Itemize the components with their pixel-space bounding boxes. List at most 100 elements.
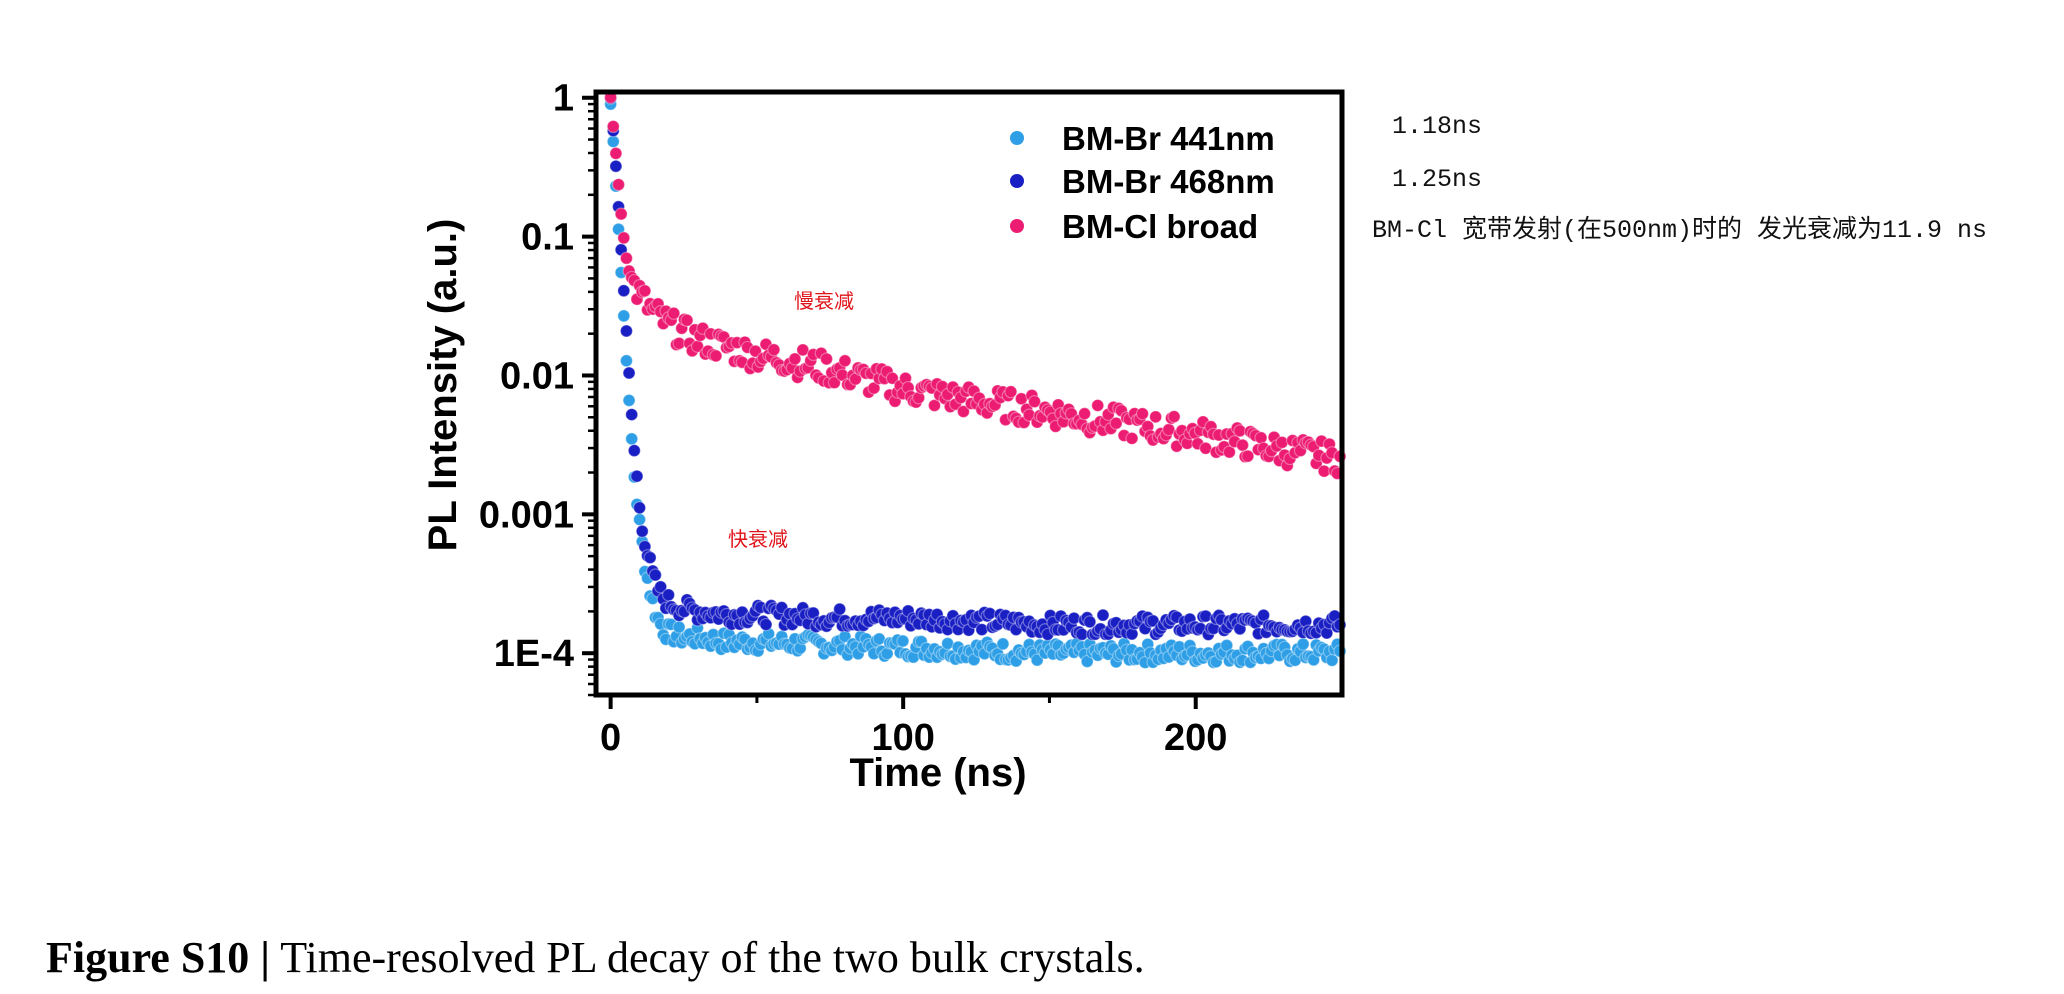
y-axis-title: PL Intensity (a.u.)	[421, 219, 465, 552]
data-point	[630, 469, 644, 483]
data-point	[1091, 398, 1105, 413]
data-point	[625, 407, 639, 422]
data-point	[996, 637, 1010, 651]
data-point	[819, 352, 834, 366]
data-point	[627, 443, 641, 458]
series-3-points	[604, 90, 1347, 481]
data-point	[788, 352, 802, 366]
data-point	[619, 324, 634, 338]
data-point	[927, 398, 942, 413]
series-1-points	[604, 97, 1347, 670]
data-point	[661, 588, 676, 602]
legend: BM-Br 441nm BM-Br 468nm BM-Cl broad	[1010, 120, 1275, 245]
figure-caption: Figure S10 | Time-resolved PL decay of t…	[46, 932, 1145, 983]
legend-label: BM-Br 468nm	[1062, 163, 1275, 200]
plot-frame	[593, 89, 1345, 698]
legend-label: BM-Br 441nm	[1062, 120, 1275, 157]
data-point	[1096, 608, 1110, 622]
data-point	[680, 313, 694, 327]
caption-label: Figure S10 |	[46, 933, 270, 982]
annotation-slow-decay: 慢衰减	[794, 289, 854, 313]
data-point	[748, 344, 763, 358]
data-point	[1080, 654, 1094, 669]
data-point	[1235, 438, 1250, 452]
legend-marker	[1010, 174, 1024, 188]
data-point	[1307, 653, 1321, 667]
data-point	[1241, 449, 1255, 463]
data-point	[643, 550, 657, 565]
data-point	[1077, 407, 1092, 421]
data-point	[1162, 423, 1176, 437]
y-tick-label: 0.001	[479, 494, 574, 536]
data-point	[885, 371, 899, 385]
data-point	[827, 376, 842, 390]
data-point	[1083, 615, 1097, 629]
data-point	[975, 622, 989, 637]
data-point	[796, 343, 810, 357]
data-point	[1199, 441, 1213, 455]
data-point	[622, 393, 636, 408]
data-point	[833, 602, 847, 616]
data-point	[638, 284, 652, 298]
data-point	[1109, 416, 1123, 430]
data-point	[606, 119, 620, 134]
legend-marker	[1010, 131, 1024, 145]
data-point	[654, 580, 668, 594]
data-point	[1030, 653, 1044, 667]
data-point	[632, 512, 647, 527]
legend-marker	[1010, 219, 1024, 233]
x-tick-label: 200	[1164, 717, 1227, 759]
data-point	[1125, 431, 1139, 445]
data-point	[614, 207, 628, 221]
data-point	[648, 568, 662, 582]
data-point	[896, 634, 910, 648]
data-point	[622, 366, 636, 380]
note-lifetime-468: 1.25ns	[1392, 165, 1482, 194]
y-tick-label: 0.01	[500, 355, 574, 397]
data-point	[606, 134, 620, 149]
axes: 0 100 200 1 0.1 0.01 0.001 1E-4	[479, 78, 1228, 759]
data-point	[619, 354, 634, 368]
series-2-points	[604, 91, 1347, 642]
caption-text: Time-resolved PL decay of the two bulk c…	[270, 933, 1145, 982]
data-point	[759, 617, 773, 632]
data-point	[1167, 409, 1181, 424]
x-tick-label: 100	[871, 717, 934, 759]
data-point	[867, 381, 881, 395]
x-tick-label: 0	[600, 717, 621, 759]
y-tick-label: 1E-4	[494, 633, 574, 675]
data-point	[838, 354, 852, 368]
data-markers	[604, 90, 1347, 670]
note-lifetime-441: 1.18ns	[1392, 112, 1482, 141]
data-point	[1135, 407, 1150, 421]
data-point	[635, 524, 649, 538]
data-point	[1222, 445, 1236, 459]
data-point	[632, 501, 647, 515]
data-point	[625, 432, 639, 446]
data-point	[872, 632, 886, 646]
data-point	[1149, 410, 1163, 424]
legend-label: BM-Cl broad	[1062, 208, 1258, 245]
data-point	[617, 284, 631, 298]
data-point	[1220, 638, 1234, 653]
data-point	[1256, 608, 1271, 622]
data-point	[1296, 637, 1310, 651]
data-point	[617, 309, 631, 323]
annotation-fast-decay: 快衰减	[728, 527, 788, 551]
data-point	[767, 343, 781, 357]
data-point	[611, 177, 626, 192]
x-axis-title: Time (ns)	[849, 751, 1026, 795]
data-point	[1004, 385, 1018, 399]
y-tick-label: 0.1	[521, 217, 574, 259]
note-cl-decay: BM-Cl 宽带发射(在500nm)时的 发光衰减为11.9 ns	[1372, 215, 1987, 245]
y-tick-label: 1	[553, 78, 574, 120]
data-point	[709, 349, 723, 363]
data-point	[956, 404, 971, 419]
data-point	[667, 306, 681, 320]
data-point	[617, 231, 631, 245]
data-point	[806, 606, 820, 620]
data-point	[619, 251, 634, 265]
data-point	[1027, 395, 1042, 409]
data-point	[609, 146, 623, 161]
